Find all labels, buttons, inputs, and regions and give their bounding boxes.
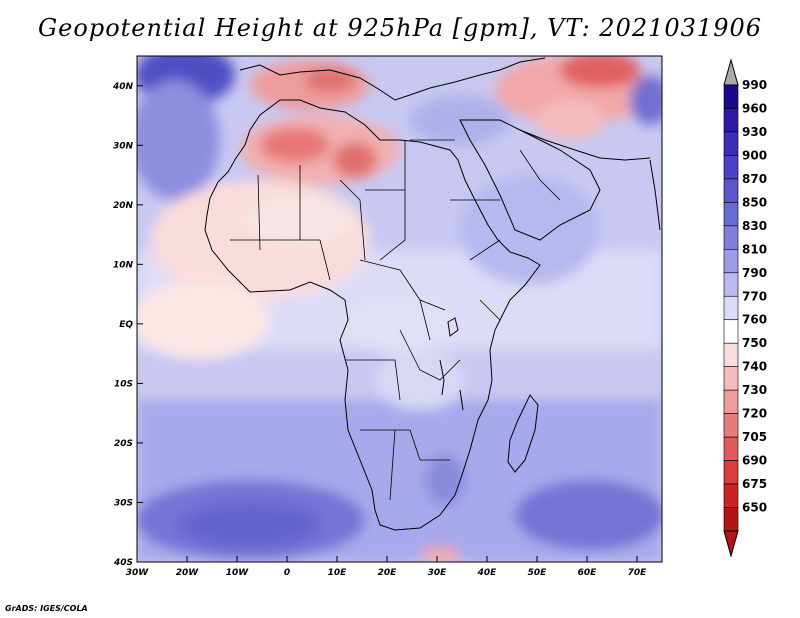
y-tick-label: 40S: [113, 558, 133, 568]
colorbar-swatch: [723, 295, 739, 321]
y-tick-label: 30N: [113, 141, 134, 151]
colorbar-label: 850: [742, 195, 767, 209]
colorbar-top-arrow: [723, 58, 739, 86]
colorbar-label: 690: [742, 454, 767, 468]
colorbar-swatch: [723, 413, 739, 438]
plot-frame: [136, 55, 663, 563]
colorbar-label: 650: [742, 501, 767, 515]
map-plot-area: [137, 56, 662, 562]
x-tick-label: 10E: [328, 568, 348, 578]
colorbar-label: 720: [742, 407, 767, 421]
colorbar-label: 730: [742, 383, 767, 397]
colorbar-swatch: [723, 272, 739, 297]
country-borders: [230, 139, 561, 501]
y-tick-label: 10S: [114, 379, 133, 389]
colorbar-swatch: [723, 155, 739, 180]
arabia-coastline: [459, 119, 601, 241]
x-tick-label: 50E: [528, 568, 548, 578]
colorbar-swatch: [723, 436, 739, 461]
grads-credit: GrADS: IGES/COLA: [5, 604, 88, 613]
colorbar-swatch: [723, 319, 739, 344]
colorbar-swatch: [723, 342, 739, 367]
colorbar-swatch: [723, 249, 739, 274]
x-tick-label: 20W: [176, 568, 200, 578]
colorbar-label: 960: [742, 101, 767, 115]
y-tick-label: 20N: [113, 201, 134, 211]
y-tick-label: 30S: [114, 498, 133, 508]
colorbar-label: 740: [742, 360, 767, 374]
colorbar-swatch: [723, 483, 739, 508]
colorbar-swatch: [723, 225, 739, 250]
madagascar-coastline: [507, 394, 539, 473]
colorbar-swatch: [723, 202, 739, 227]
colorbar-swatch: [723, 108, 739, 133]
x-axis: 30W 20W 10W 0 10E 20E 30E 40E 50E 60E 70E: [126, 556, 647, 578]
y-tick-label: 10N: [113, 260, 134, 270]
x-tick-label: 0: [284, 568, 290, 578]
india-coastline: [649, 159, 661, 231]
x-tick-label: 30E: [428, 568, 448, 578]
colorbar-swatch: [723, 507, 739, 532]
colorbar-label: 830: [742, 219, 767, 233]
x-tick-label: 40E: [477, 568, 498, 578]
x-tick-label: 10W: [226, 568, 250, 578]
colorbar-label: 770: [742, 289, 767, 303]
colorbar-label: 810: [742, 242, 767, 256]
colorbar-label: 900: [742, 148, 767, 162]
colorbar: 990 960 930 900 870 850 830 810 790 770 760 750 740 7…: [723, 58, 767, 558]
colorbar-label: 760: [742, 313, 767, 327]
colorbar-swatch: [723, 366, 739, 391]
colorbar-label: 930: [742, 125, 767, 139]
colorbar-label: 705: [742, 430, 767, 444]
europe-coastline: [239, 57, 546, 101]
coastlines: [204, 57, 661, 531]
colorbar-label: 990: [742, 78, 767, 92]
colorbar-label: 790: [742, 266, 767, 280]
x-tick-label: 70E: [628, 568, 648, 578]
colorbar-swatch: [723, 84, 739, 109]
chart-title: Geopotential Height at 925hPa [gpm], VT:…: [38, 14, 762, 42]
lakes: [439, 317, 464, 411]
y-tick-label: 40N: [112, 82, 134, 92]
africa-coastline: [204, 99, 541, 531]
x-tick-label: 20E: [378, 568, 398, 578]
x-tick-label: 60E: [578, 568, 598, 578]
colorbar-label: 750: [742, 336, 767, 350]
y-tick-label: EQ: [119, 320, 133, 330]
colorbar-swatch: [723, 460, 739, 485]
colorbar-label: 870: [742, 172, 767, 186]
x-tick-label: 30W: [126, 568, 150, 578]
colorbar-swatch: [723, 131, 739, 156]
colorbar-swatch: [723, 389, 739, 414]
y-tick-label: 20S: [114, 439, 133, 449]
colorbar-label: 675: [742, 477, 767, 491]
colorbar-bottom-arrow: [723, 530, 739, 558]
colorbar-swatch: [723, 178, 739, 203]
y-axis: 40N 30N 20N 10N EQ 10S 20S 30S 40S: [112, 82, 143, 568]
iran-coastline: [519, 129, 651, 161]
